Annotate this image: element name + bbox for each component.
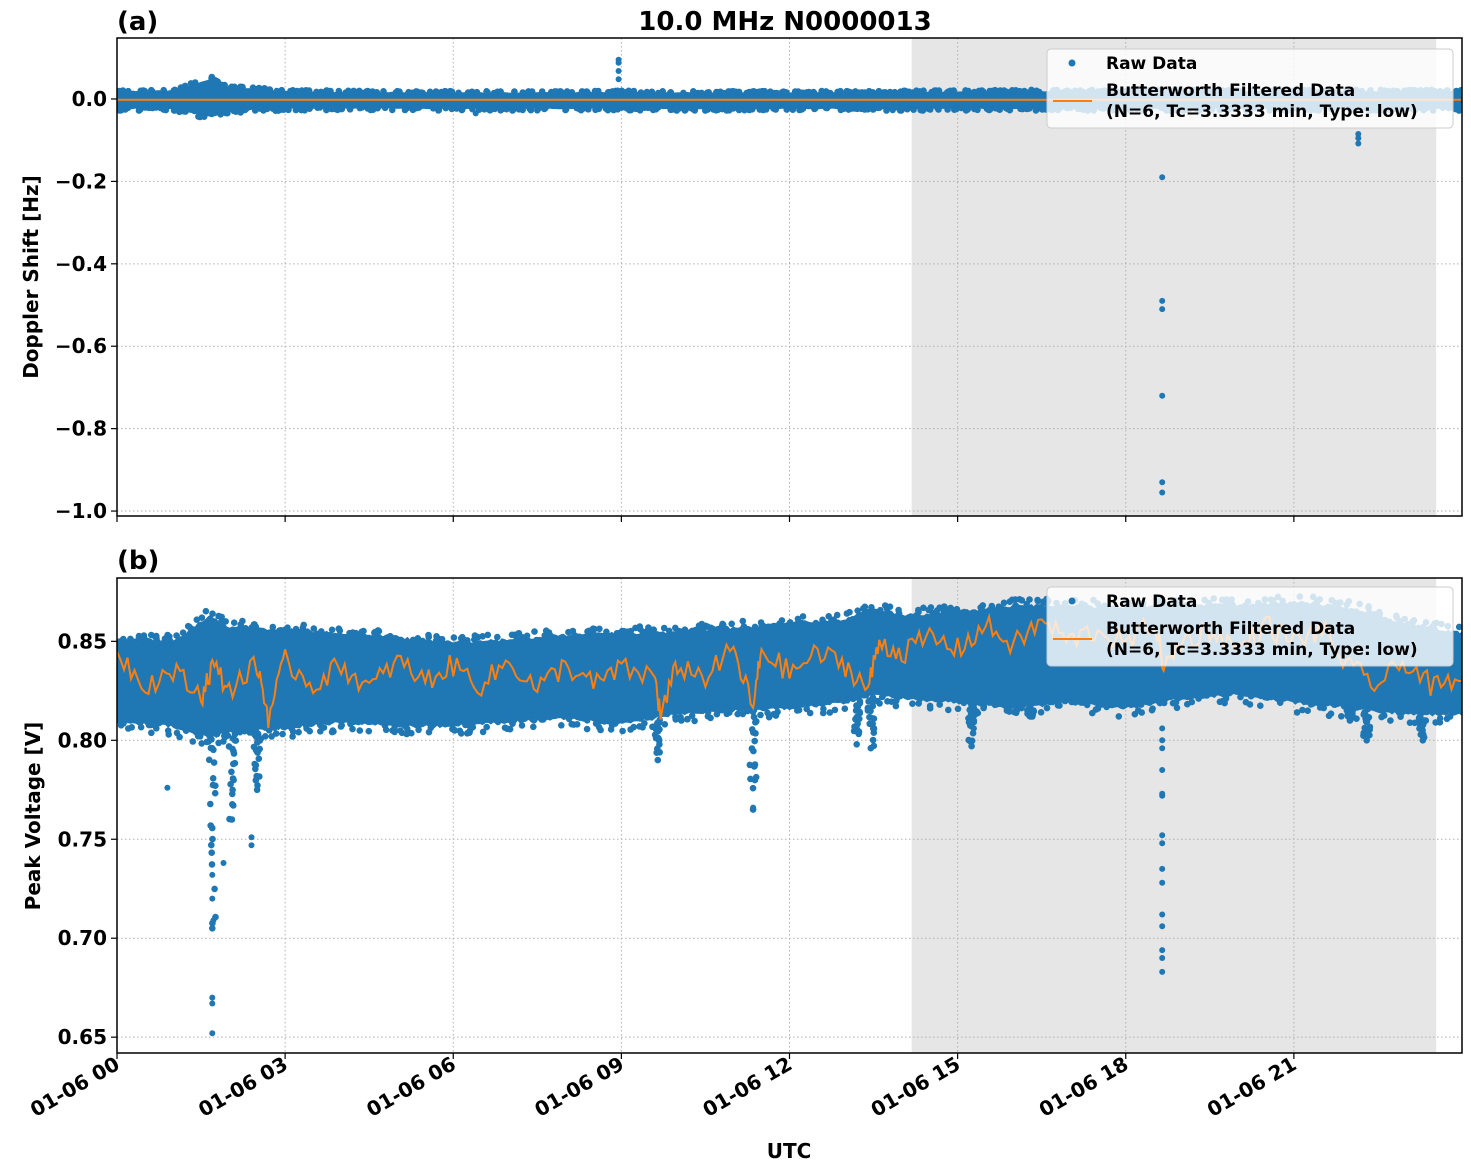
panel-b-x-axis xyxy=(116,1053,1295,1059)
outlier-point xyxy=(248,834,255,841)
y-tick-label: 0.75 xyxy=(58,827,107,851)
outlier-point xyxy=(1159,174,1166,181)
outlier-point xyxy=(210,917,217,924)
panel-b-label: (b) xyxy=(117,546,159,576)
outlier-point xyxy=(248,842,255,849)
y-tick-label: 0.65 xyxy=(58,1025,107,1049)
panel-a-legend: Raw Data Butterworth Filtered Data (N=6,… xyxy=(1046,48,1454,129)
x-axis-label: UTC xyxy=(767,1139,812,1163)
panel-b-y-axis: 0.85 0.80 0.75 0.70 0.65 xyxy=(58,629,117,1049)
x-tick-label: 01-06 06 xyxy=(362,1052,460,1122)
outlier-point xyxy=(1159,767,1166,773)
outlier-point xyxy=(1159,968,1166,975)
panel-a-ylabel: Doppler Shift [Hz] xyxy=(19,175,43,379)
x-tick-label: 01-06 15 xyxy=(867,1052,965,1122)
outlier-point xyxy=(1159,489,1166,496)
panel-b-ylabel: Peak Voltage [V] xyxy=(21,722,45,911)
panel-a-label: (a) xyxy=(117,7,158,37)
legend-raw-label: Raw Data xyxy=(1106,592,1197,612)
raw-data-marker-icon xyxy=(1068,59,1076,67)
outlier-point xyxy=(1159,947,1166,954)
x-tick-label: 01-06 21 xyxy=(1203,1052,1301,1122)
x-axis-tick-labels: 01-06 00 01-06 03 01-06 06 01-06 09 01-06 12… xyxy=(26,1052,1300,1122)
outlier-point xyxy=(615,76,622,83)
legend-filtered-label-line1: Butterworth Filtered Data xyxy=(1106,619,1355,639)
outlier-point xyxy=(1159,745,1166,752)
y-tick-label: −0.6 xyxy=(55,334,107,358)
outlier-point xyxy=(1159,879,1166,886)
outlier-point xyxy=(209,994,216,1001)
figure-title: 10.0 MHz N0000013 xyxy=(638,7,931,37)
y-tick-label: −0.4 xyxy=(55,252,107,276)
outlier-point xyxy=(209,895,216,902)
outlier-point xyxy=(1159,923,1166,930)
outlier-point xyxy=(1355,140,1362,147)
x-tick-label: 01-06 00 xyxy=(26,1052,124,1122)
outlier-point xyxy=(1159,911,1166,918)
y-tick-label: 0.85 xyxy=(58,629,107,653)
y-tick-label: −0.2 xyxy=(55,169,107,193)
outlier-point xyxy=(1159,392,1166,399)
raw-data-marker-icon xyxy=(1068,597,1076,605)
panel-b-peak-voltage: (b) Peak Voltage [V] 0.85 0.80 0.75 0.70 0.6… xyxy=(21,546,1463,1059)
outlier-point xyxy=(1355,135,1362,142)
legend-filtered-label-line2: (N=6, Tc=3.3333 min, Type: low) xyxy=(1106,640,1418,660)
outlier-point xyxy=(1159,297,1166,304)
outlier-point xyxy=(220,860,227,866)
panel-a-doppler: (a) Doppler Shift [Hz] 0.0 −0.2 −0.4 −0.6 −0… xyxy=(19,7,1463,523)
panel-b-frame xyxy=(116,577,1463,1054)
panel-a-x-axis xyxy=(116,516,1295,522)
outlier-point xyxy=(1159,865,1166,872)
outlier-point xyxy=(1159,306,1166,313)
outlier-point xyxy=(209,871,216,878)
legend-filtered-label-line2: (N=6, Tc=3.3333 min, Type: low) xyxy=(1106,102,1418,122)
outlier-point xyxy=(209,1030,216,1037)
y-tick-label: 0.80 xyxy=(58,728,107,752)
outlier-point xyxy=(1159,832,1166,839)
legend-filtered-label-line1: Butterworth Filtered Data xyxy=(1106,81,1355,101)
y-tick-label: 0.0 xyxy=(72,87,107,111)
y-tick-label: 0.70 xyxy=(58,926,107,950)
outlier-point xyxy=(472,110,479,117)
panel-a-frame xyxy=(116,37,1463,517)
outlier-point xyxy=(615,68,622,74)
x-tick-label: 01-06 18 xyxy=(1035,1052,1133,1122)
panel-a-y-axis: 0.0 −0.2 −0.4 −0.6 −0.8 −1.0 xyxy=(55,87,117,523)
outlier-point xyxy=(1355,131,1362,137)
y-tick-label: −0.8 xyxy=(55,417,107,441)
x-tick-label: 01-06 03 xyxy=(194,1052,292,1122)
legend-raw-label: Raw Data xyxy=(1106,54,1197,74)
outlier-point xyxy=(1159,955,1166,961)
y-tick-label: −1.0 xyxy=(55,499,107,523)
outlier-point xyxy=(164,784,171,791)
x-tick-label: 01-06 12 xyxy=(698,1052,796,1122)
outlier-point xyxy=(1159,737,1166,744)
outlier-point xyxy=(750,804,757,811)
outlier-point xyxy=(209,1000,216,1007)
outlier-point xyxy=(1159,790,1166,797)
outlier-point xyxy=(1159,840,1166,847)
outlier-point xyxy=(615,59,622,66)
panel-b-legend: Raw Data Butterworth Filtered Data (N=6,… xyxy=(1046,586,1454,667)
x-tick-label: 01-06 09 xyxy=(530,1052,628,1122)
outlier-point xyxy=(1159,725,1166,732)
outlier-point xyxy=(1159,479,1166,486)
